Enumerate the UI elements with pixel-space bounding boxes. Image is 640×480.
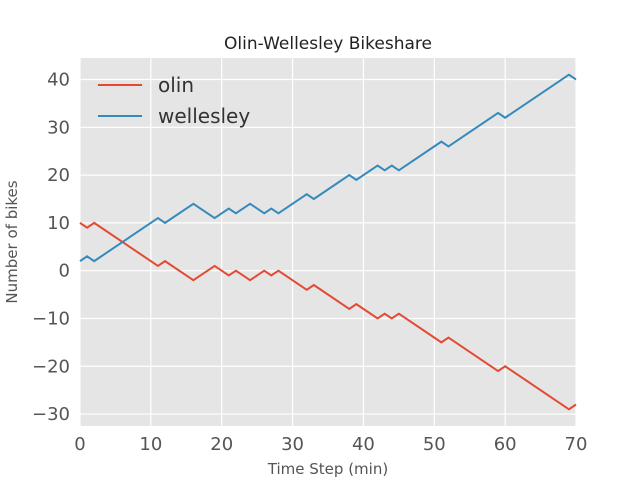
x-axis-ticks: 0 10 20 30 40 50 60 70 <box>74 434 587 455</box>
series-line-olin <box>79 221 577 411</box>
x-tick-label: 30 <box>281 434 304 455</box>
x-tick-label: 50 <box>423 434 446 455</box>
x-tick-label: 10 <box>139 434 162 455</box>
x-tick-label: 0 <box>74 434 85 455</box>
y-tick-label: 40 <box>47 70 70 91</box>
x-axis-label: Time Step (min) <box>267 460 388 478</box>
legend-label-wellesley: wellesley <box>158 104 250 128</box>
y-tick-label: 30 <box>47 117 70 138</box>
legend: olin wellesley <box>98 73 250 128</box>
y-tick-label: 10 <box>47 213 70 234</box>
x-tick-label: 70 <box>565 434 588 455</box>
series-lines <box>79 73 577 411</box>
y-tick-label: −30 <box>32 404 70 425</box>
y-axis-label: Number of bikes <box>3 180 21 303</box>
x-tick-label: 40 <box>352 434 375 455</box>
y-tick-label: 20 <box>47 165 70 186</box>
y-tick-label: −10 <box>32 308 70 329</box>
y-tick-label: −20 <box>32 356 70 377</box>
series-line-wellesley <box>79 73 577 263</box>
x-tick-label: 20 <box>210 434 233 455</box>
y-axis-ticks: −30 −20 −10 0 10 20 30 40 <box>32 70 70 426</box>
plot-area <box>80 58 576 426</box>
grid-lines <box>79 58 577 426</box>
chart-title: Olin-Wellesley Bikeshare <box>224 34 432 54</box>
y-tick-label: 0 <box>59 261 70 282</box>
x-tick-label: 60 <box>494 434 517 455</box>
legend-label-olin: olin <box>158 73 194 97</box>
